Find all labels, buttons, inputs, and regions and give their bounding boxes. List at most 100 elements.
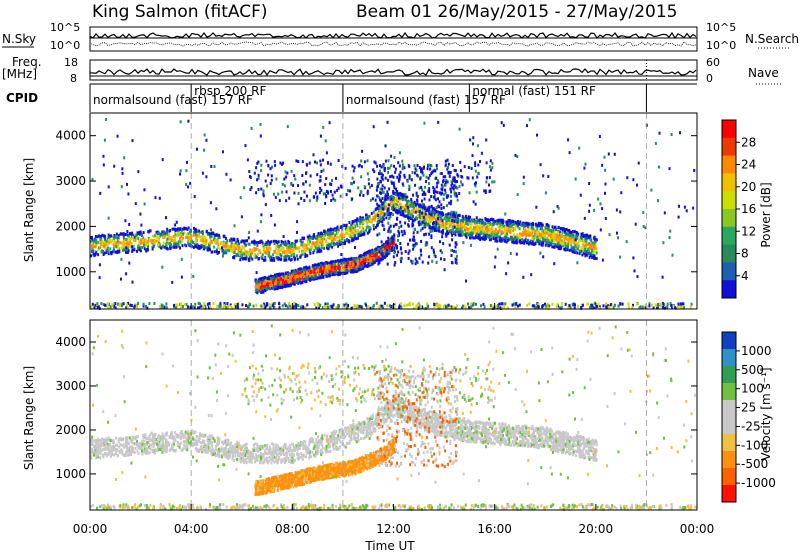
power-point xyxy=(153,234,156,238)
power-point xyxy=(257,188,260,191)
power-point xyxy=(392,246,394,250)
power-point xyxy=(283,255,286,259)
power-point xyxy=(209,306,212,310)
nave-label: Nave xyxy=(748,66,779,80)
power-point xyxy=(639,305,642,309)
power-point xyxy=(461,223,463,227)
power-point xyxy=(566,241,569,245)
nsky-trace xyxy=(89,31,697,40)
power-point xyxy=(410,178,413,182)
power-point xyxy=(316,273,319,277)
power-point xyxy=(136,246,139,250)
power-point xyxy=(338,267,341,271)
power-point xyxy=(328,235,331,239)
power-point xyxy=(167,242,170,246)
power-point xyxy=(269,247,272,251)
power-point xyxy=(400,213,403,217)
power-point xyxy=(554,243,557,247)
power-point xyxy=(316,243,319,247)
power-point xyxy=(163,305,166,309)
power-point xyxy=(355,270,358,273)
power-point xyxy=(318,270,321,273)
power-point xyxy=(579,239,582,243)
power-point xyxy=(632,303,634,307)
power-point xyxy=(255,191,258,195)
power-point xyxy=(553,232,556,236)
power-point xyxy=(350,232,353,236)
power-point xyxy=(576,234,579,238)
power-point xyxy=(166,233,169,237)
power-point xyxy=(382,256,384,260)
power-point xyxy=(444,227,447,231)
power-point xyxy=(489,189,492,193)
power-point xyxy=(573,306,576,310)
power-point xyxy=(459,233,462,237)
freq-strip-frame xyxy=(89,59,698,81)
power-point xyxy=(210,235,213,239)
power-point xyxy=(506,227,509,230)
power-point xyxy=(302,243,305,247)
power-point xyxy=(344,271,347,275)
power-point xyxy=(174,233,177,237)
power-point xyxy=(106,305,109,309)
power-point xyxy=(396,196,399,200)
power-point xyxy=(470,167,473,170)
power-point xyxy=(595,238,598,242)
power-point xyxy=(187,232,190,236)
power-point xyxy=(284,251,287,255)
power-point xyxy=(302,250,305,254)
power-point xyxy=(439,211,442,215)
power-point xyxy=(343,233,346,237)
power-point xyxy=(386,166,389,170)
power-point xyxy=(392,192,395,196)
power-point xyxy=(304,277,307,281)
power-point xyxy=(332,303,335,307)
power-point xyxy=(153,239,156,242)
power-point xyxy=(349,260,352,264)
power-point xyxy=(102,303,105,307)
power-point xyxy=(308,267,311,271)
power-point xyxy=(293,174,296,178)
power-point xyxy=(387,209,390,213)
power-point xyxy=(452,305,455,309)
power-point xyxy=(186,227,189,231)
power-point xyxy=(551,303,554,306)
power-point xyxy=(273,160,276,164)
power-point xyxy=(330,189,332,193)
power-point xyxy=(165,242,168,246)
power-point xyxy=(553,236,556,240)
power-point xyxy=(515,223,518,227)
power-point xyxy=(343,303,346,307)
power-point xyxy=(474,161,477,165)
power-point xyxy=(326,244,329,248)
power-point xyxy=(436,167,438,171)
power-point xyxy=(366,189,369,193)
power-point xyxy=(355,237,357,241)
power-point xyxy=(567,243,570,247)
power-point xyxy=(200,230,203,234)
power-point xyxy=(496,222,499,226)
power-point xyxy=(449,212,452,216)
power-point xyxy=(262,192,265,196)
power-point xyxy=(359,215,362,219)
power-point xyxy=(152,241,155,245)
power-point xyxy=(125,238,128,241)
power-point xyxy=(346,306,348,310)
power-point xyxy=(318,246,321,250)
power-point xyxy=(584,238,587,242)
power-point xyxy=(605,305,608,309)
power-point xyxy=(545,241,548,245)
power-point xyxy=(566,232,569,236)
power-point xyxy=(485,180,488,184)
power-point xyxy=(179,228,182,232)
power-point xyxy=(324,302,327,306)
power-point xyxy=(127,249,130,253)
power-point xyxy=(166,247,168,250)
power-point xyxy=(325,231,328,235)
power-point xyxy=(287,279,290,283)
power-point xyxy=(238,242,241,246)
power-point xyxy=(427,305,430,309)
power-point xyxy=(525,221,528,225)
power-point xyxy=(270,178,273,182)
power-point xyxy=(500,226,503,230)
